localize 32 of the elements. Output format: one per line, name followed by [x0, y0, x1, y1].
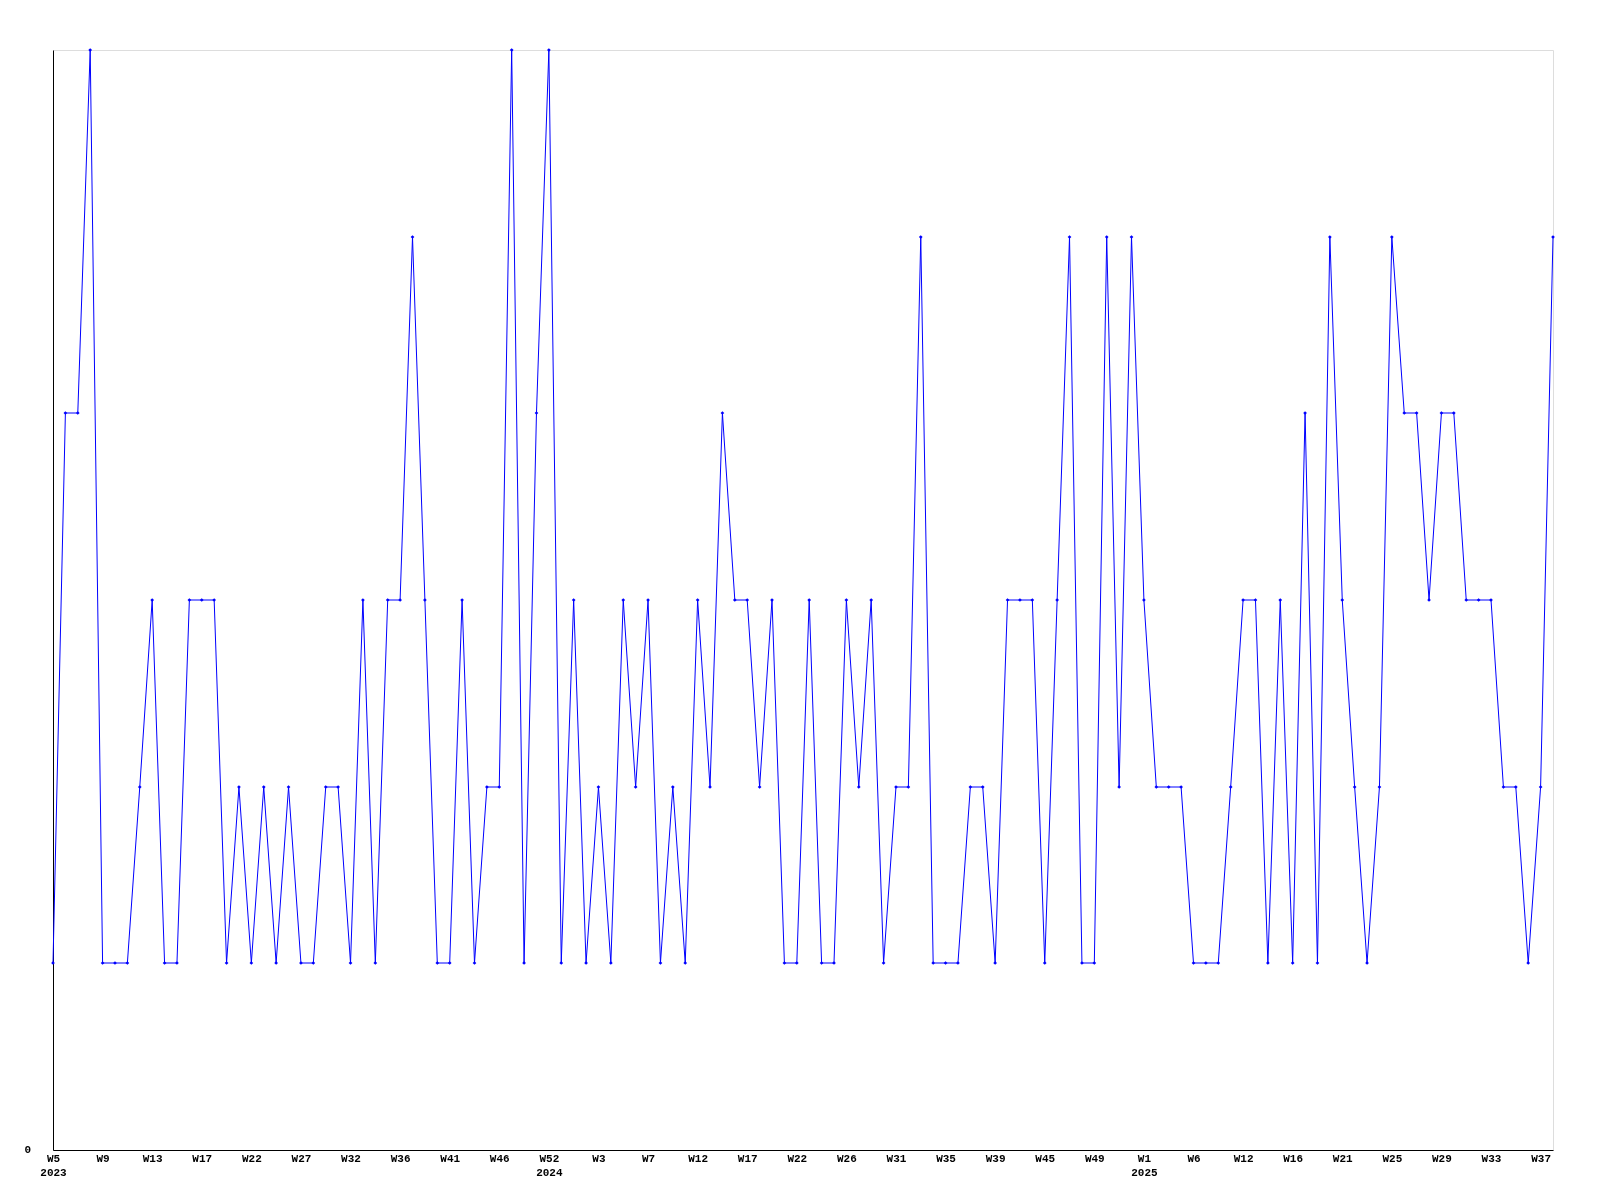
x-tick-label: W52 2024	[536, 1152, 563, 1179]
x-tick-label: W49	[1084, 1152, 1105, 1165]
x-tick-label: W26	[836, 1152, 857, 1165]
x-tick-label: W25	[1382, 1152, 1403, 1165]
x-tick-label: W6	[1187, 1152, 1201, 1165]
x-tick-label: W33	[1481, 1152, 1502, 1165]
x-tick-label: W12	[1233, 1152, 1254, 1165]
x-tick-label: W45	[1035, 1152, 1056, 1165]
x-tick-label: W5 2023	[40, 1152, 68, 1179]
x-tick-label: W46	[489, 1152, 510, 1165]
x-tick-label: W9	[96, 1152, 110, 1165]
x-tick-label: W41	[440, 1152, 461, 1165]
x-tick-label: W13	[142, 1152, 163, 1165]
x-tick-label: W1 2025	[1131, 1152, 1159, 1179]
x-tick-label: W29	[1432, 1152, 1452, 1165]
text: 0	[24, 1144, 31, 1156]
x-tick-label: W17	[192, 1152, 213, 1165]
x-tick-label: W27	[291, 1152, 312, 1165]
x-tick-label: W22	[241, 1152, 262, 1165]
x-tick-label: W16	[1283, 1152, 1304, 1165]
x-tick-label: W12	[688, 1152, 709, 1165]
x-tick-label: W7	[641, 1152, 656, 1165]
x-tick-label: W37	[1531, 1152, 1552, 1165]
x-tick-label: W17	[737, 1152, 758, 1165]
x-tick-label: W21	[1332, 1152, 1354, 1165]
x-tick-label: W35	[936, 1152, 957, 1165]
x-tick-label: W22	[787, 1152, 808, 1165]
x-tick-label: W39	[985, 1152, 1006, 1165]
x-tick-label: W36	[390, 1152, 411, 1165]
x-tick-label: W31	[886, 1152, 907, 1165]
x-tick-label: W3	[592, 1152, 606, 1165]
x-tick-label: W32	[341, 1152, 361, 1165]
